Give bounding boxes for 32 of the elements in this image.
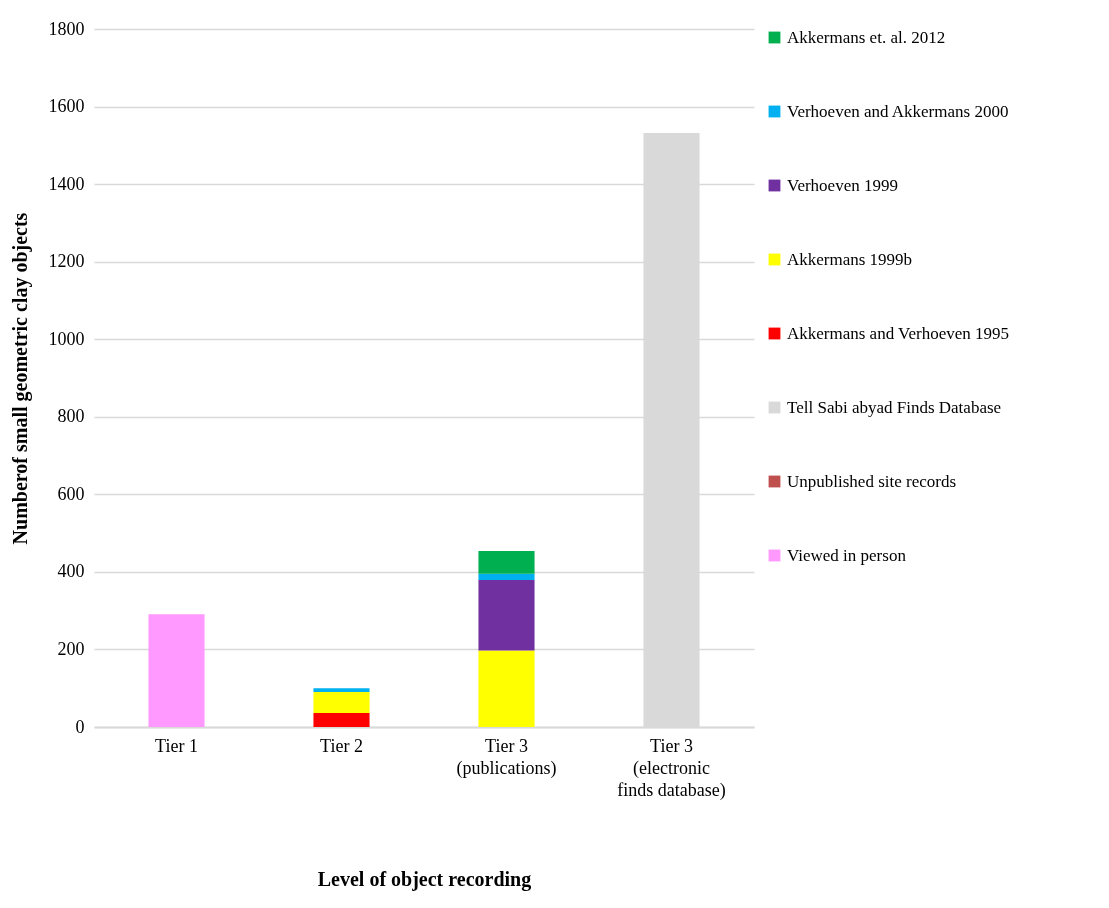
x-tick-label: Tier 2 <box>320 735 363 756</box>
bar <box>478 650 535 727</box>
legend-label: Tell Sabi abyad Finds Database <box>787 397 1002 417</box>
x-tick-label: Tier 1 <box>155 735 198 756</box>
y-tick-label: 200 <box>57 638 85 659</box>
bar <box>148 614 205 727</box>
legend-label: Akkermans 1999b <box>787 249 913 269</box>
y-axis-title: Numberof small geometric clay objects <box>8 212 32 545</box>
bar <box>478 580 535 651</box>
y-tick-label: 1600 <box>48 96 85 117</box>
x-axis-title: Level of object recording <box>317 867 532 891</box>
y-tick-label: 1200 <box>48 251 85 272</box>
legend-label: Verhoeven and Akkermans 2000 <box>787 101 1009 121</box>
legend-label: Verhoeven 1999 <box>787 175 898 195</box>
y-tick-label: 800 <box>57 406 85 427</box>
y-tick-label: 0 <box>75 716 85 737</box>
y-tick-label: 1800 <box>48 18 85 39</box>
legend-label: Viewed in person <box>787 545 907 565</box>
y-tick-label: 400 <box>57 561 85 582</box>
legend-label: Akkermans et. al. 2012 <box>787 27 946 47</box>
bar <box>478 550 535 574</box>
y-tick-label: 600 <box>57 483 85 504</box>
bar <box>313 713 370 727</box>
legend-label: Unpublished site records <box>787 471 957 491</box>
bar <box>313 692 370 714</box>
bar <box>313 688 370 693</box>
x-tick-label: Tier 3 (publications) <box>456 735 557 779</box>
y-tick-label: 1000 <box>48 328 85 349</box>
bar <box>478 573 535 581</box>
legend-label: Akkermans and Verhoeven 1995 <box>787 323 1010 343</box>
y-tick-label: 1400 <box>48 173 85 194</box>
x-tick-label: Tier 3 (electronic finds database) <box>617 735 726 801</box>
